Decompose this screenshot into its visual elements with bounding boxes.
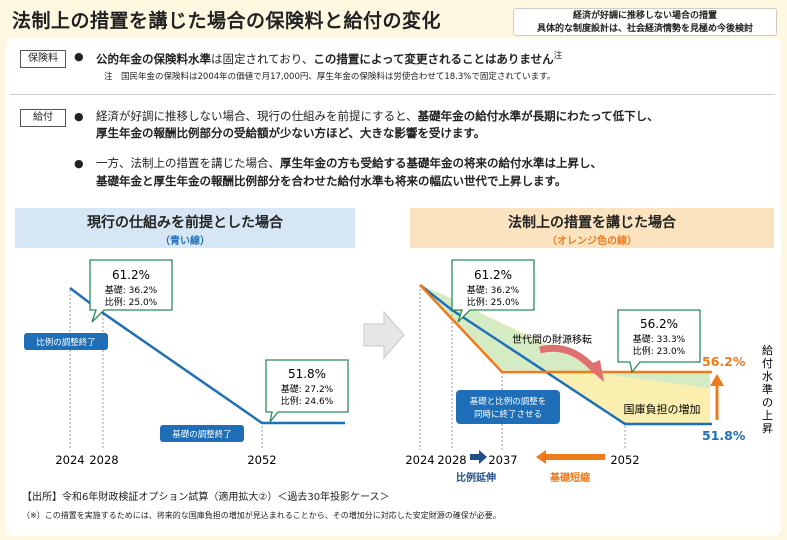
right-x-2028: 2028 xyxy=(437,453,466,467)
benefit-bullet-2: ● xyxy=(74,157,84,170)
page-title: 法制上の措置を講じた場合の保険料と給付の変化 xyxy=(12,10,442,32)
rise-arrow-head xyxy=(710,374,724,386)
hirei-ext-label: 比例延伸 xyxy=(456,471,496,484)
benefit-p2-a: 一方、法制上の措置を講じた場合、 xyxy=(96,156,280,170)
footer-source: 【出所】令和6年財政検証オプション試算（適用拡大②）＜過去30年投影ケース＞ xyxy=(22,492,390,503)
left-box2-kiso: 基礎: 27.2% xyxy=(281,383,334,395)
left-x-2024: 2024 xyxy=(55,453,84,467)
premium-text-sup: 注 xyxy=(553,51,563,61)
top-note-line2: 具体的な制度設計は、社会経済情勢を見極め今後検討 xyxy=(536,24,753,34)
left-hirei-end-label: 比例の調整終了 xyxy=(36,337,96,348)
left-kiso-end-label: 基礎の調整終了 xyxy=(172,429,232,440)
left-box2-pct: 51.8% xyxy=(288,367,326,381)
kiso-short-arrow-shaft xyxy=(545,454,605,460)
left-x-2052: 2052 xyxy=(247,453,276,467)
right-val-blue: 51.8% xyxy=(702,428,746,443)
right-box2 xyxy=(617,309,701,374)
transfer-arrow-head xyxy=(586,360,604,382)
right-box2-pct: 56.2% xyxy=(640,317,678,331)
benefit-p2-b: 厚生年金の方も受給する基礎年金の将来の給付水準は上昇し、 xyxy=(280,156,602,170)
left-box1-hirei: 比例: 25.0% xyxy=(105,296,158,308)
left-box1 xyxy=(89,259,173,323)
left-panel-heading: 現行の仕組みを前提とした場合 （青い線） xyxy=(15,208,355,248)
benefit-p2-c: 基礎年金と厚生年金の報酬比例部分を合わせた給付水準も将来の幅広い世代で上昇します… xyxy=(96,174,567,188)
benefit-p1-b: 基礎年金の給付水準が長期にわたって低下し、 xyxy=(417,109,659,123)
kiso-short-label: 基礎短縮 xyxy=(549,471,590,484)
left-kiso-end-label-bg xyxy=(160,425,244,442)
benefit-p1-c: 厚生年金の報酬比例部分の受給額が少ない方ほど、大きな影響を受けます。 xyxy=(96,126,486,140)
right-val-orange: 56.2% xyxy=(702,354,746,369)
simul-label-bg xyxy=(456,390,560,424)
tax-label: 国庫負担の増加 xyxy=(624,402,701,416)
left-box2-hirei: 比例: 24.6% xyxy=(281,395,334,407)
left-heading-sub: （青い線） xyxy=(160,236,210,247)
right-transfer-area xyxy=(420,285,710,388)
right-chart: 世代間の財源移転 61.2% 基礎: 36.2% 比例: 25.0% 56.2%… xyxy=(405,259,773,484)
right-box1-hirei: 比例: 25.0% xyxy=(467,296,520,308)
right-x-2052: 2052 xyxy=(610,453,639,467)
premium-bullet: ● xyxy=(74,50,84,63)
right-orange-line xyxy=(419,284,712,374)
top-note-line1: 経済が好調に推移しない場合の措置 xyxy=(572,11,717,21)
benefit-p1-a: 経済が好調に推移しない場合、現行の仕組みを前提にすると、 xyxy=(96,109,418,123)
right-box1 xyxy=(451,259,535,323)
hirei-ext-arrow-shaft xyxy=(470,454,480,460)
right-box1-kiso: 基礎: 36.2% xyxy=(467,284,520,296)
right-box1-pct: 61.2% xyxy=(474,268,512,282)
left-hirei-end-label-bg xyxy=(24,333,108,350)
benefit-p2-line1: 一方、法制上の措置を講じた場合、厚生年金の方も受給する基礎年金の将来の給付水準は… xyxy=(96,155,602,171)
simul-label-line2: 同時に終了させる xyxy=(474,409,542,420)
benefit-p1-line1: 経済が好調に推移しない場合、現行の仕組みを前提にすると、基礎年金の給付水準が長期… xyxy=(96,108,659,124)
premium-note: 注 国民年金の保険料は2004年の価値で月17,000円、厚生年金の保険料は労使… xyxy=(104,72,556,82)
transfer-label: 世代間の財源移転 xyxy=(512,333,592,346)
vertical-label: 給付水準の上昇 xyxy=(762,343,773,435)
hirei-ext-arrow-head xyxy=(479,450,487,464)
premium-text-a: 公的年金の保険料水準 xyxy=(96,51,211,66)
right-blue-line xyxy=(419,284,712,426)
right-box2-hirei: 比例: 23.0% xyxy=(633,345,686,357)
right-heading-sub: （オレンジ色の線） xyxy=(547,236,637,247)
right-box2-kiso: 基礎: 33.3% xyxy=(633,333,686,345)
top-note: 経済が好調に推移しない場合の措置 具体的な制度設計は、社会経済情勢を見極め今後検… xyxy=(513,8,777,36)
left-box2 xyxy=(265,359,349,423)
kiso-short-arrow-head xyxy=(536,450,546,464)
right-x-2024: 2024 xyxy=(405,453,434,467)
section-divider xyxy=(10,94,775,95)
premium-text: 公的年金の保険料水準は固定されており、この措置によって変更されることはありません… xyxy=(96,49,562,67)
left-chart: 61.2% 基礎: 36.2% 比例: 25.0% 51.8% 基礎: 27.2… xyxy=(24,259,349,467)
left-heading-text: 現行の仕組みを前提とした場合 xyxy=(87,215,283,231)
right-x-2037: 2037 xyxy=(488,453,517,467)
left-x-2028: 2028 xyxy=(89,453,118,467)
panel-arrow xyxy=(363,310,405,360)
premium-text-b: は固定されており、 xyxy=(211,51,314,66)
benefit-bullet-1: ● xyxy=(74,110,84,123)
footer-note: （※）この措置を実施するためには、将来的な国庫負担の増加が見込まれることから、そ… xyxy=(22,511,501,520)
benefit-tag: 給付 xyxy=(20,109,66,127)
left-blue-line xyxy=(69,287,345,425)
premium-text-c: この措置によって変更されることはありません xyxy=(313,51,554,66)
right-panel-heading: 法制上の措置を講じた場合 （オレンジ色の線） xyxy=(410,208,774,248)
left-box1-pct: 61.2% xyxy=(112,268,150,282)
premium-tag: 保険料 xyxy=(20,50,66,68)
simul-label-line1: 基礎と比例の調整を xyxy=(470,396,547,407)
panel-arrow-icon xyxy=(363,310,405,360)
left-box1-kiso: 基礎: 36.2% xyxy=(105,284,158,296)
right-heading-text: 法制上の措置を講じた場合 xyxy=(508,215,676,231)
